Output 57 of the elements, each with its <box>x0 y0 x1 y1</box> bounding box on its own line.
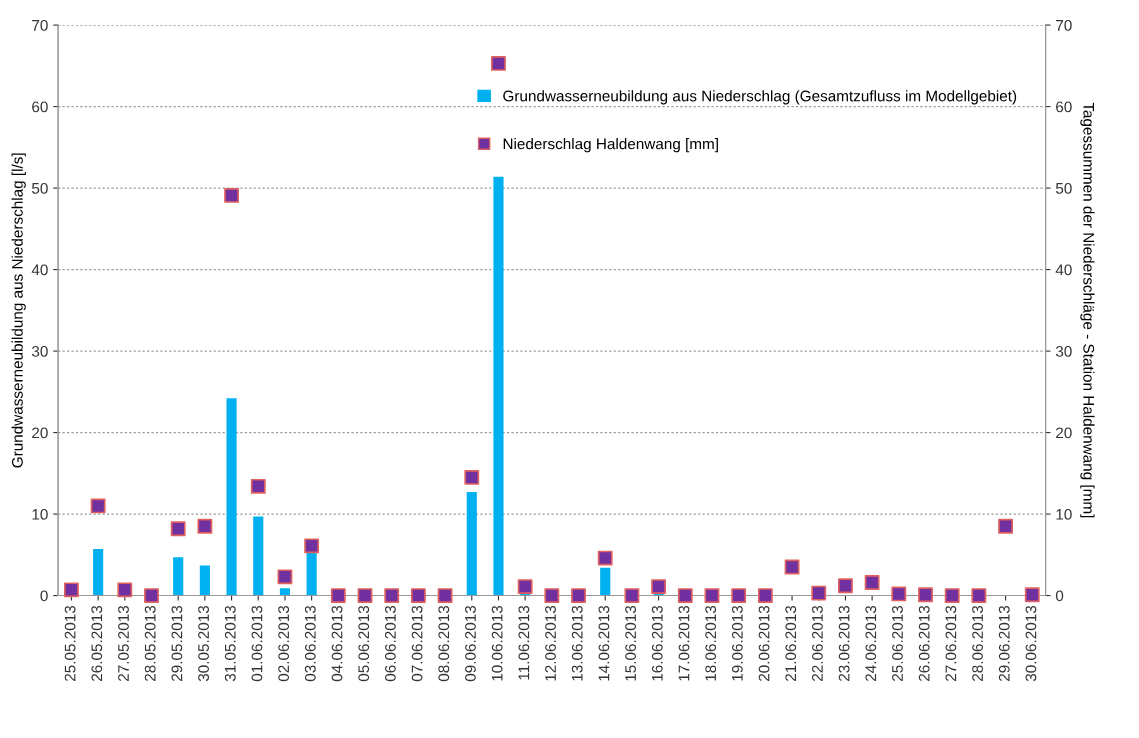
y2-tick-label: 10 <box>1056 508 1072 520</box>
x-tick-label: 28.05.2013 <box>144 605 156 681</box>
x-tick-label: 29.06.2013 <box>998 605 1010 681</box>
y-tick-label: 10 <box>32 508 48 520</box>
y-tick-label: 60 <box>32 101 48 113</box>
x-tick-label: 27.06.2013 <box>945 605 957 681</box>
x-tick-label: 18.06.2013 <box>705 605 717 681</box>
y-tick-label: 30 <box>31 345 48 357</box>
x-tick-label: 16.06.2013 <box>651 605 663 681</box>
x-tick-label: 26.06.2013 <box>918 605 930 681</box>
x-tick-label: 31.05.2013 <box>224 605 236 682</box>
x-tick-label: 10.06.2013 <box>491 605 503 681</box>
y2-tick-label: 20 <box>1056 427 1072 439</box>
y2-tick-label: 60 <box>1056 101 1072 113</box>
x-tick-label: 12.06.2013 <box>545 605 556 681</box>
x-tick-label: 04.06.2013 <box>331 605 343 682</box>
x-tick-label: 09.06.2013 <box>465 605 476 682</box>
x-tick-label: 15.06.2013 <box>625 605 637 681</box>
y2-tick-label: 50 <box>1055 182 1072 194</box>
x-tick-label: 14.06.2013 <box>598 605 610 681</box>
x-tick-label: 22.06.2013 <box>812 605 823 681</box>
y-tick-label: 0 <box>40 590 48 602</box>
y-axis-title: Grundwasserneubildung aus Niederschlag [l/s] <box>11 153 26 468</box>
x-tick-label: 06.06.2013 <box>384 605 396 682</box>
x-tick-label: 01.06.2013 <box>251 605 263 682</box>
legend-label: Niederschlag Haldenwang [mm] <box>503 138 718 153</box>
x-tick-label: 13.06.2013 <box>571 605 583 681</box>
x-tick-label: 07.06.2013 <box>411 605 423 682</box>
x-tick-label: 19.06.2013 <box>731 605 743 681</box>
legend-label: Grundwasserneubildung aus Niederschlag (Gesamtzufluss im Modellgebiet) <box>503 90 1017 105</box>
x-tick-label: 23.06.2013 <box>838 605 850 681</box>
x-tick-label: 25.05.2013 <box>64 605 76 681</box>
x-tick-label: 30.06.2013 <box>1025 605 1037 682</box>
x-tick-label: 21.06.2013 <box>785 605 797 681</box>
x-tick-label: 20.06.2013 <box>758 605 770 681</box>
y-tick-label: 50 <box>31 182 48 194</box>
y2-tick-label: 40 <box>1055 264 1072 276</box>
y2-tick-label: 0 <box>1055 590 1064 602</box>
y2-tick-label: 30 <box>1055 345 1072 357</box>
y-tick-label: 20 <box>32 427 48 439</box>
x-tick-label: 02.06.2013 <box>278 605 290 682</box>
x-tick-label: 11.06.2013 <box>518 605 530 680</box>
x-tick-label: 05.06.2013 <box>358 605 370 682</box>
y-tick-label: 40 <box>31 264 48 276</box>
x-tick-label: 27.05.2013 <box>118 605 129 681</box>
x-tick-label: 08.06.2013 <box>438 605 450 682</box>
x-tick-label: 28.06.2013 <box>972 605 983 681</box>
y2-axis-title: Tagessummen der Niederschläge - Station Haldenwang [mm] <box>1080 102 1095 518</box>
x-tick-label: 30.05.2013 <box>198 605 209 682</box>
x-tick-label: 25.06.2013 <box>892 605 903 681</box>
x-tick-label: 26.05.2013 <box>91 605 103 681</box>
x-tick-label: 17.06.2013 <box>678 605 690 681</box>
y-tick-label: 70 <box>32 19 48 31</box>
y2-tick-label: 70 <box>1056 19 1072 31</box>
x-tick-label: 24.06.2013 <box>865 605 877 681</box>
x-tick-label: 29.05.2013 <box>171 605 183 681</box>
x-tick-label: 03.06.2013 <box>304 605 316 682</box>
